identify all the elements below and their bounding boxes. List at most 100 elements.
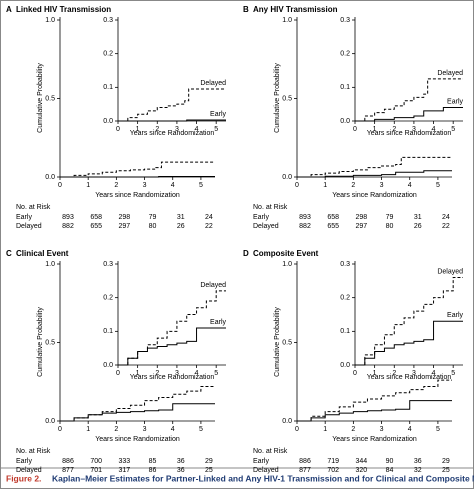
y-label: Cumulative Probability <box>274 63 281 133</box>
risk-count: 297 <box>356 223 368 230</box>
risk-count: 29 <box>442 458 450 465</box>
risk-count: 882 <box>62 223 74 230</box>
risk-count: 86 <box>149 467 157 474</box>
main-y-tick-label: 1.0 <box>45 17 55 24</box>
risk-count: 298 <box>356 214 368 221</box>
main-x-tick-label: 3 <box>143 182 147 189</box>
main-x-tick-label: 2 <box>114 182 118 189</box>
main-x-tick-label: 3 <box>380 182 384 189</box>
risk-count: 658 <box>90 214 102 221</box>
main-x-tick-label: 1 <box>86 182 90 189</box>
inset-series-label: Delayed <box>437 268 463 275</box>
panel-letter: D <box>243 249 249 258</box>
inset-x-tick-label: 0 <box>353 126 357 133</box>
inset-y-tick-label: 0.2 <box>103 51 113 58</box>
main-x-tick-label: 5 <box>436 182 440 189</box>
inset-y-tick-label: 0.3 <box>340 17 350 24</box>
main-x-tick-label: 0 <box>295 426 299 433</box>
risk-count: 700 <box>90 458 102 465</box>
risk-count: 31 <box>177 214 185 221</box>
panel-letter: C <box>6 249 12 258</box>
risk-count: 80 <box>386 223 394 230</box>
inset-y-tick-label: 0.1 <box>103 84 113 91</box>
main-y-tick-label: 0.0 <box>45 174 55 181</box>
inset-series-label: Delayed <box>200 80 226 87</box>
caption-text: Kaplan–Meier Estimates for Partner-Linke… <box>52 473 474 483</box>
main-x-label: Years since Randomization <box>95 192 180 199</box>
inset-series-label: Delayed <box>437 70 463 77</box>
main-curve <box>297 401 452 421</box>
panel-title: Any HIV Transmission <box>253 5 338 14</box>
inset-curve <box>118 328 226 365</box>
main-y-tick-label: 0.0 <box>282 174 292 181</box>
risk-count: 85 <box>149 458 157 465</box>
main-curve <box>297 157 452 177</box>
inset-y-tick-label: 0.2 <box>340 51 350 58</box>
main-y-tick-label: 0.0 <box>45 418 55 425</box>
main-x-label: Years since Randomization <box>95 436 180 443</box>
main-y-tick-label: 1.0 <box>282 17 292 24</box>
main-x-tick-label: 4 <box>171 182 175 189</box>
risk-count: 886 <box>62 458 74 465</box>
risk-row-label: Delayed <box>16 467 42 474</box>
inset-y-tick-label: 0.2 <box>340 295 350 302</box>
main-x-tick-label: 5 <box>199 426 203 433</box>
inset-curve <box>355 321 463 365</box>
panel-title: Clinical Event <box>16 249 69 258</box>
risk-title: No. at Risk <box>16 448 51 455</box>
risk-row-label: Delayed <box>253 467 279 474</box>
main-x-tick-label: 2 <box>114 426 118 433</box>
panel-title: Composite Event <box>253 249 319 258</box>
risk-count: 79 <box>149 214 157 221</box>
risk-count: 22 <box>442 223 450 230</box>
y-label: Cumulative Probability <box>37 63 44 133</box>
risk-count: 24 <box>442 214 450 221</box>
inset-y-tick-label: 0.3 <box>340 261 350 268</box>
risk-count: 877 <box>62 467 74 474</box>
risk-title: No. at Risk <box>16 204 51 211</box>
inset-series-label: Delayed <box>200 282 226 289</box>
risk-count: 32 <box>414 467 422 474</box>
risk-count: 320 <box>356 467 368 474</box>
risk-count: 882 <box>299 223 311 230</box>
panel-letter: B <box>243 5 249 14</box>
inset-x-label: Years since Randomization <box>130 130 215 137</box>
main-y-tick-label: 0.0 <box>282 418 292 425</box>
inset-x-tick-label: 5 <box>451 370 455 377</box>
main-x-tick-label: 3 <box>380 426 384 433</box>
risk-row-label: Early <box>16 214 32 221</box>
inset-x-tick-label: 0 <box>116 370 120 377</box>
risk-count: 658 <box>327 214 339 221</box>
risk-count: 317 <box>119 467 131 474</box>
risk-count: 877 <box>299 467 311 474</box>
main-curve <box>297 171 452 177</box>
main-x-tick-label: 1 <box>323 182 327 189</box>
inset-x-label: Years since Randomization <box>367 374 452 381</box>
inset-x-tick-label: 0 <box>353 370 357 377</box>
risk-count: 36 <box>177 467 185 474</box>
inset-x-tick-label: 5 <box>214 126 218 133</box>
main-x-tick-label: 0 <box>58 182 62 189</box>
main-x-tick-label: 3 <box>143 426 147 433</box>
main-x-tick-label: 5 <box>199 182 203 189</box>
inset-curve <box>355 108 463 121</box>
panel-title: Linked HIV Transmission <box>16 5 111 14</box>
main-x-label: Years since Randomization <box>332 436 417 443</box>
inset-x-tick-label: 5 <box>451 126 455 133</box>
inset-series-label: Early <box>447 312 463 319</box>
risk-count: 344 <box>356 458 368 465</box>
main-x-tick-label: 1 <box>323 426 327 433</box>
inset-y-tick-label: 0.2 <box>103 295 113 302</box>
risk-row-label: Early <box>16 458 32 465</box>
risk-count: 26 <box>177 223 185 230</box>
inset-y-tick-label: 0.1 <box>103 328 113 335</box>
risk-count: 298 <box>119 214 131 221</box>
main-y-tick-label: 1.0 <box>45 261 55 268</box>
risk-row-label: Delayed <box>16 223 42 230</box>
risk-count: 90 <box>386 458 394 465</box>
inset-y-tick-label: 0.0 <box>340 118 350 125</box>
risk-title: No. at Risk <box>253 204 288 211</box>
